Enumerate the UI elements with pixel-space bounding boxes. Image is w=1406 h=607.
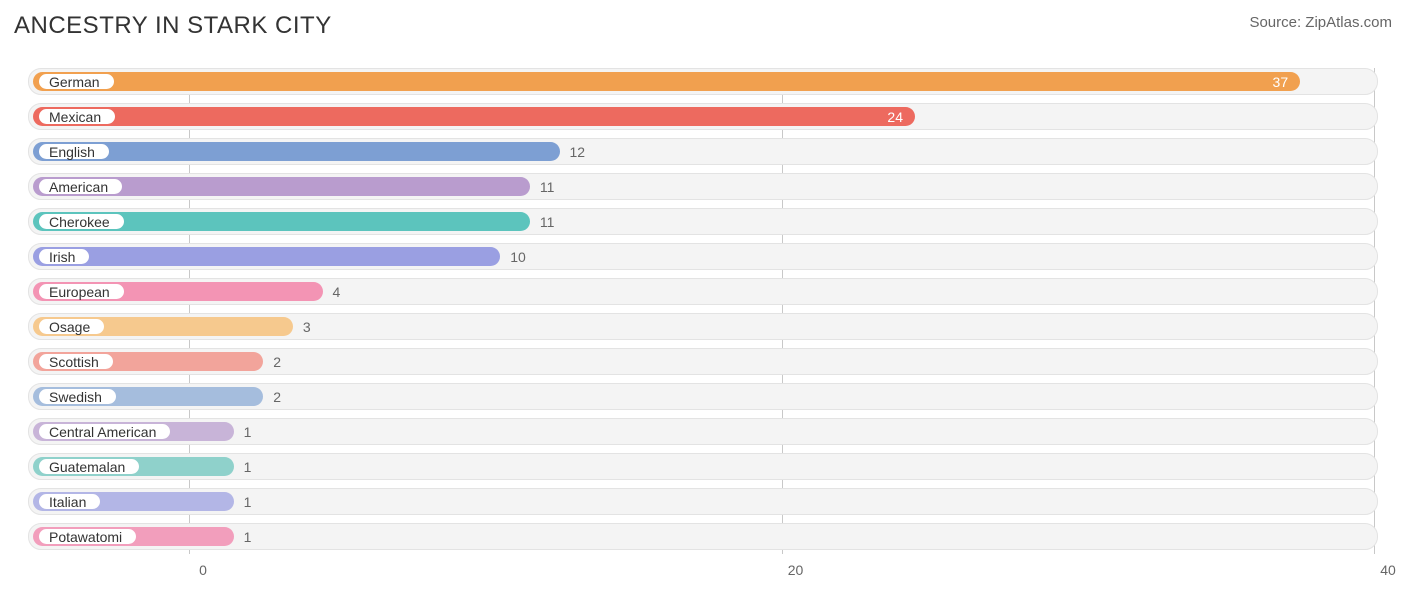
category-label: American <box>49 179 108 195</box>
category-pill: Potawatomi <box>37 527 138 546</box>
x-tick-label: 40 <box>1380 562 1396 578</box>
bar-value: 4 <box>333 284 341 300</box>
bar <box>33 247 500 266</box>
category-label: Guatemalan <box>49 459 125 475</box>
category-label: Irish <box>49 249 75 265</box>
category-pill: American <box>37 177 124 196</box>
bar-row: Osage 3 <box>28 313 1378 340</box>
bar-value: 1 <box>244 459 252 475</box>
bar-value: 1 <box>244 494 252 510</box>
bar-row: Cherokee 11 <box>28 208 1378 235</box>
category-label: English <box>49 144 95 160</box>
category-pill: Mexican <box>37 107 117 126</box>
bar-row: Irish 10 <box>28 243 1378 270</box>
category-pill: European <box>37 282 126 301</box>
bar <box>33 142 560 161</box>
bar-value: 2 <box>273 389 281 405</box>
bar-row: American 11 <box>28 173 1378 200</box>
bar-value: 11 <box>540 214 555 230</box>
chart-area: 37German24MexicanEnglish12American11Cher… <box>14 68 1392 582</box>
bar-row: English 12 <box>28 138 1378 165</box>
category-pill: Cherokee <box>37 212 126 231</box>
bar-value: 2 <box>273 354 281 370</box>
category-pill: Italian <box>37 492 102 511</box>
category-label: Italian <box>49 494 86 510</box>
bar-row: Swedish 2 <box>28 383 1378 410</box>
chart-container: ANCESTRY IN STARK CITY Source: ZipAtlas.… <box>0 0 1406 582</box>
category-pill: Central American <box>37 422 172 441</box>
bar-value: 11 <box>540 179 555 195</box>
category-pill: Osage <box>37 317 106 336</box>
bar-row: Italian 1 <box>28 488 1378 515</box>
bar-value: 24 <box>887 109 903 125</box>
category-pill: English <box>37 142 111 161</box>
bar-value: 1 <box>244 424 252 440</box>
chart-title: ANCESTRY IN STARK CITY <box>14 12 332 40</box>
category-pill: Scottish <box>37 352 115 371</box>
x-tick-label: 20 <box>788 562 804 578</box>
bar: 37 <box>33 72 1300 91</box>
bar-row: Central American 1 <box>28 418 1378 445</box>
bar-row: 37 German <box>28 68 1378 95</box>
bar-row: Guatemalan 1 <box>28 453 1378 480</box>
bar-row: European 4 <box>28 278 1378 305</box>
bar-row: 24 Mexican <box>28 103 1378 130</box>
category-pill: Swedish <box>37 387 118 406</box>
header-row: ANCESTRY IN STARK CITY Source: ZipAtlas.… <box>14 12 1392 40</box>
x-tick-label: 0 <box>199 562 207 578</box>
x-axis: 02040 <box>28 558 1378 582</box>
category-label: Central American <box>49 424 156 440</box>
category-label: Scottish <box>49 354 99 370</box>
category-label: German <box>49 74 100 90</box>
category-pill: German <box>37 72 116 91</box>
bar-row: Scottish 2 <box>28 348 1378 375</box>
bar-value: 12 <box>570 144 586 160</box>
chart-source: Source: ZipAtlas.com <box>1249 12 1392 31</box>
category-pill: Irish <box>37 247 91 266</box>
bar: 24 <box>33 107 915 126</box>
bar-value: 1 <box>244 529 252 545</box>
category-label: Mexican <box>49 109 101 125</box>
category-label: Osage <box>49 319 90 335</box>
category-label: Cherokee <box>49 214 110 230</box>
category-label: Potawatomi <box>49 529 122 545</box>
category-pill: Guatemalan <box>37 457 141 476</box>
category-label: Swedish <box>49 389 102 405</box>
bar-row: Potawatomi 1 <box>28 523 1378 550</box>
bar-value: 3 <box>303 319 311 335</box>
bar-value: 37 <box>1273 74 1289 90</box>
bar-value: 10 <box>510 249 526 265</box>
category-label: European <box>49 284 110 300</box>
